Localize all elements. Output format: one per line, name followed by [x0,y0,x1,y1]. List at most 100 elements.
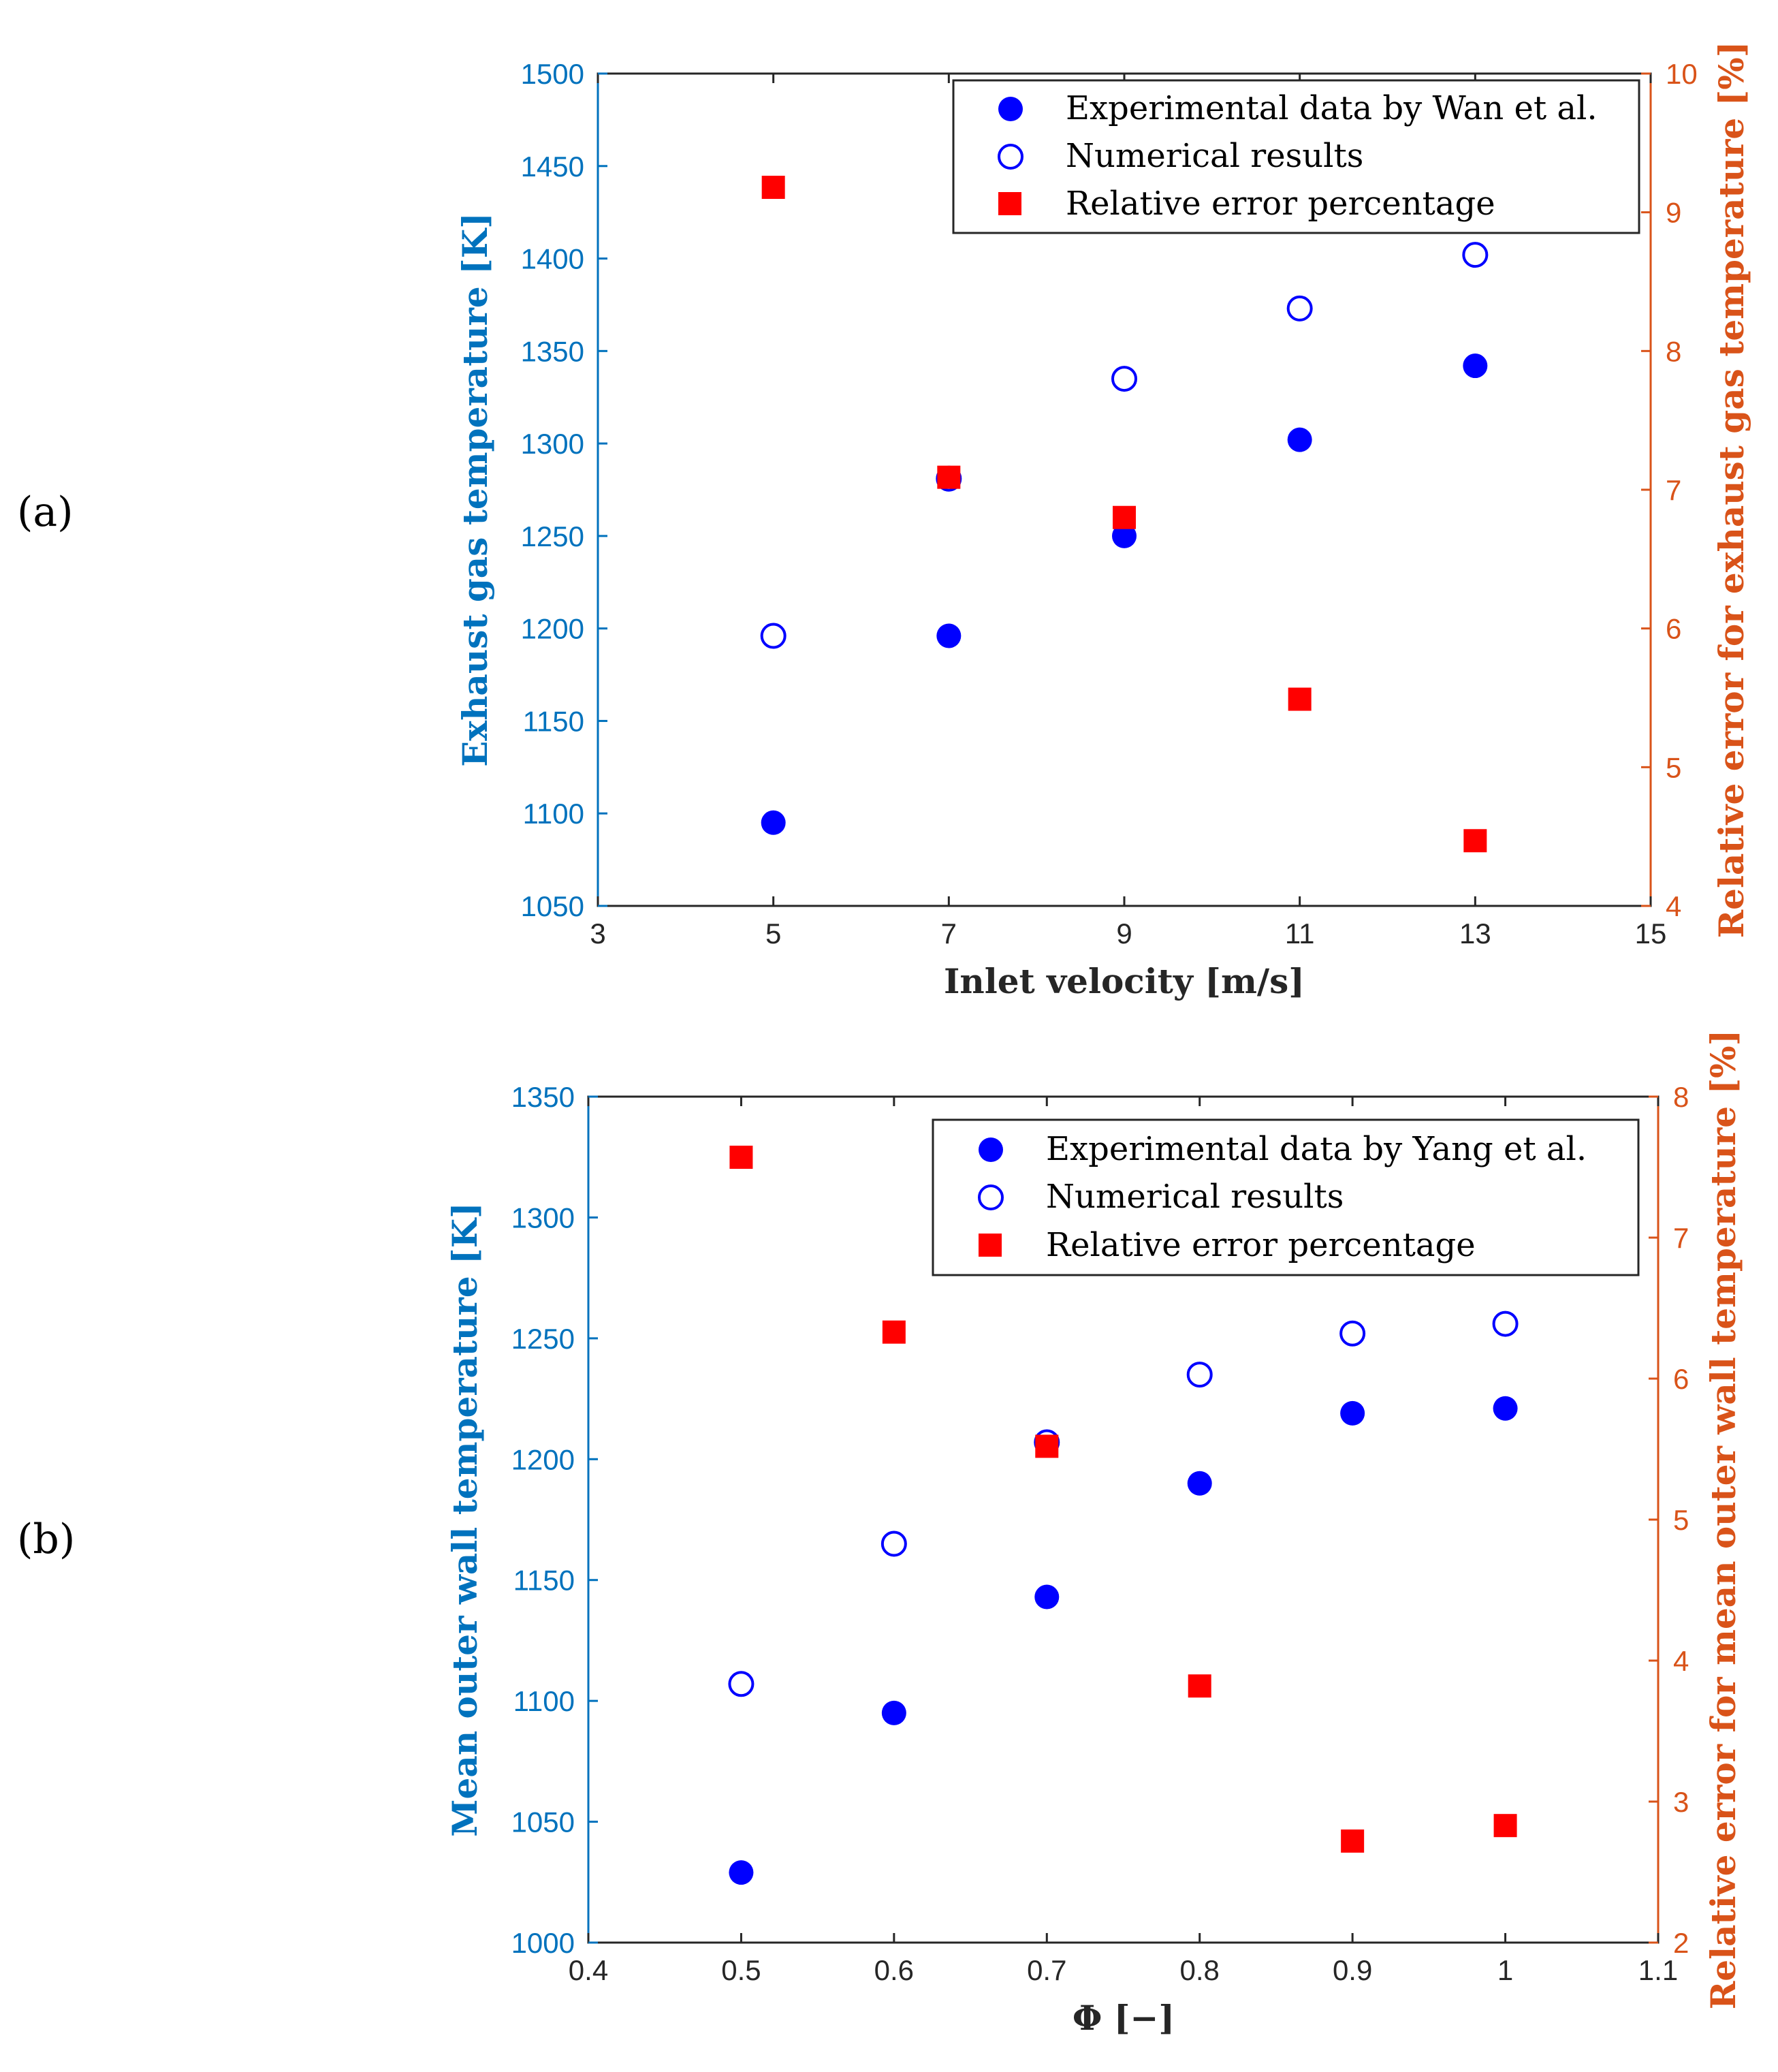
y2-tick-label: 8 [1673,1081,1689,1113]
y2-tick-label: 3 [1673,1786,1689,1818]
legend-label-error-b: Relative error percentage [1046,1226,1476,1264]
numerical-point [1186,1362,1213,1388]
legend-marker-experimental-a [998,97,1023,121]
x-tick-label: 13 [1459,917,1491,949]
y2-tick-label: 6 [1673,1363,1689,1395]
y-tick-label: 1350 [521,335,584,367]
y2-tick-label: 4 [1666,890,1681,922]
relative-error-point [1113,505,1136,529]
legend-marker-experimental-b [979,1137,1003,1162]
numerical-point [728,1671,755,1697]
y-tick-label: 1350 [511,1081,575,1113]
y2-tick-label: 4 [1673,1645,1689,1677]
marks-a [760,176,1489,853]
panel-label-a: (a) [17,488,74,536]
x-tick-label: 0.7 [1027,1954,1066,1986]
relative-error-point [1188,1674,1211,1698]
numerical-point [880,1531,907,1557]
relative-error-point [1288,687,1312,711]
x-tick-label: 0.8 [1180,1954,1220,1986]
x-tick-label: 0.5 [721,1954,761,1986]
experimental-point [1463,354,1488,379]
experimental-point [1034,1584,1060,1610]
y-tick-label: 1100 [513,1685,575,1717]
y2-tick-label: 2 [1673,1927,1689,1959]
y-tick-label: 1300 [521,428,584,460]
relative-error-point [1493,1814,1517,1838]
experimental-point [761,810,786,835]
experimental-point [1187,1471,1212,1496]
ticks-b: 0.4 0.5 0.6 0.7 0.8 0.9 1 1.1 1000 1050 1100 1150 12… [511,1081,1689,1986]
numerical-point [1339,1320,1366,1347]
x-tick-label: 1 [1497,1954,1513,1986]
relative-error-point [882,1320,906,1344]
legend-label-experimental-a: Experimental data by Wan et al. [1066,89,1598,127]
experimental-point [1340,1400,1365,1426]
x-axis-label-b: Φ [−] [1073,1998,1175,2038]
y-axis-label-a: Exhaust gas temperature [K] [455,213,495,767]
legend-label-error-a: Relative error percentage [1066,185,1495,223]
y2-tick-label: 7 [1673,1222,1689,1254]
y-tick-label: 1450 [521,151,584,183]
x-tick-label: 0.4 [569,1954,608,1986]
y-tick-label: 1150 [523,705,584,737]
y-tick-label: 1050 [511,1806,575,1838]
experimental-point [1287,427,1312,452]
marks-b [728,1146,1519,1885]
legend-marker-numerical-a [998,144,1023,170]
experimental-point [881,1700,906,1725]
y-tick-label: 1200 [511,1443,575,1475]
y-axis-label-b: Mean outer wall temperature [K] [445,1202,485,1837]
numerical-point [1286,295,1313,321]
y2-axis-label-b: Relative error for mean outer wall tempe… [1703,1030,1743,2010]
x-tick-label: 7 [941,917,957,949]
y-tick-label: 1050 [521,890,584,922]
relative-error-point [729,1146,753,1170]
experimental-point [1112,523,1137,548]
relative-error-point [1341,1829,1365,1853]
x-tick-label: 1.1 [1638,1954,1678,1986]
experimental-point [936,623,962,648]
x-tick-label: 9 [1116,917,1132,949]
y-tick-label: 1200 [521,613,584,645]
legend-b: Experimental data by Yang et al. Numeric… [932,1118,1640,1276]
ticks-a: 3 5 7 9 11 13 15 1050 1100 1150 1200 1250 1300 1350 14… [521,58,1698,949]
legend-label-numerical-a: Numerical results [1066,137,1363,175]
y-tick-label: 1150 [513,1565,575,1597]
numerical-point [1111,366,1137,392]
y2-axis-label-a: Relative error for exhaust gas temperatu… [1711,42,1751,939]
legend-box-b [932,1118,1640,1276]
y2-tick-label: 5 [1673,1504,1689,1536]
x-axis-label-a: Inlet velocity [m/s] [944,961,1305,1001]
legend-label-numerical-b: Numerical results [1046,1178,1344,1216]
y2-tick-label: 7 [1666,474,1681,506]
y2-tick-label: 6 [1666,613,1681,645]
y-tick-label: 1300 [511,1202,575,1234]
relative-error-point [937,465,961,489]
legend-label-experimental-b: Experimental data by Yang et al. [1046,1130,1587,1168]
x-tick-label: 0.6 [874,1954,914,1986]
y2-tick-label: 10 [1666,58,1698,90]
numerical-point [1462,242,1489,268]
y2-tick-label: 9 [1666,197,1681,229]
y-tick-label: 1000 [511,1927,575,1959]
panel-a: (a) 3 5 7 9 11 13 15 1050 1100 1150 1200 1250 1300 13… [17,42,1751,1001]
x-tick-label: 0.9 [1333,1954,1372,1986]
numerical-point [760,623,787,649]
panel-label-b: (b) [17,1516,75,1563]
y-tick-label: 1250 [521,520,584,552]
legend-a: Experimental data by Wan et al. Numerica… [952,79,1640,234]
y2-tick-label: 8 [1666,335,1681,367]
x-tick-label: 15 [1635,917,1667,949]
experimental-point [1493,1396,1518,1421]
legend-marker-error-a [998,192,1021,215]
legend-marker-numerical-b [978,1184,1004,1210]
y2-tick-label: 5 [1666,751,1681,783]
relative-error-point [1463,829,1487,853]
legend-box-a [952,79,1640,234]
y-tick-label: 1400 [521,243,584,275]
legend-marker-error-b [979,1234,1002,1257]
experimental-point [729,1860,754,1885]
x-tick-label: 3 [590,917,605,949]
